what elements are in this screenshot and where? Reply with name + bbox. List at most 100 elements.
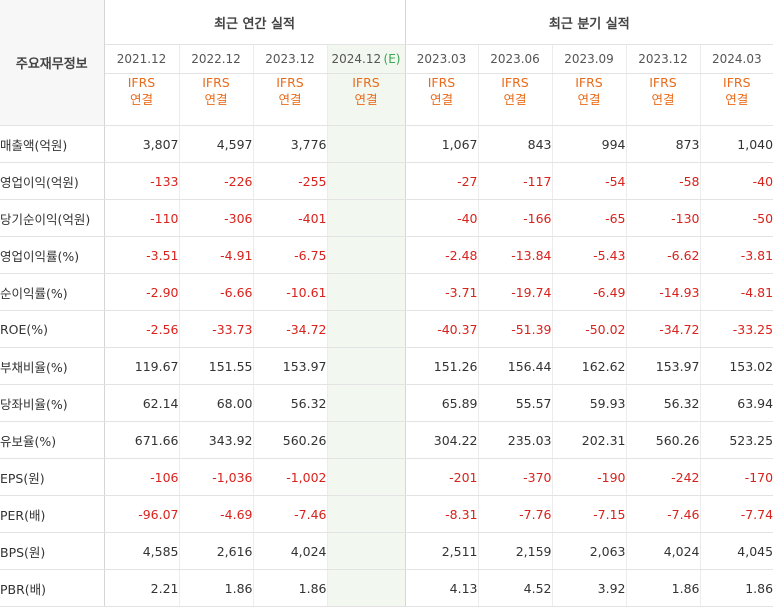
ifrs-label: IFRS [202, 75, 230, 90]
annual-value-cell: -6.75 [252, 236, 327, 274]
consolidated-label: 연결 [429, 92, 453, 107]
quarterly-date-header: 2023.03 [405, 44, 478, 74]
quarterly-value-cell: 1,067 [405, 125, 478, 163]
annual-estimate-cell [326, 310, 406, 348]
quarterly-value-cell: -34.72 [625, 310, 700, 348]
quarterly-value-cell: -7.46 [625, 495, 700, 533]
quarterly-value-cell: -33.25 [699, 310, 773, 348]
quarterly-value-cell: -130 [625, 199, 700, 237]
quarterly-value-cell: 560.26 [625, 421, 700, 459]
annual-value-cell: 4,024 [252, 532, 327, 570]
quarterly-value-cell: 156.44 [477, 347, 552, 385]
quarterly-value-cell: -65 [551, 199, 626, 237]
quarterly-value-cell: -13.84 [477, 236, 552, 274]
quarterly-value-cell: -5.43 [551, 236, 626, 274]
annual-value-cell: 560.26 [252, 421, 327, 459]
annual-estimate-cell [326, 199, 406, 237]
annual-value-cell: 671.66 [103, 421, 179, 459]
ifrs-badge: IFRS 연결 [625, 73, 700, 126]
table-row: PER(배) -96.07 -4.69 -7.46 -8.31 -7.76 -7.15 -7.… [0, 495, 773, 533]
quarterly-value-cell: -370 [477, 458, 552, 496]
quarterly-value-cell: -58 [625, 162, 700, 200]
quarterly-value-cell: 2,063 [551, 532, 626, 570]
quarterly-value-cell: -40 [405, 199, 478, 237]
annual-estimate-cell [326, 125, 406, 163]
annual-value-cell: 4,597 [178, 125, 253, 163]
row-label: 부채비율(%) [0, 347, 105, 385]
annual-value-cell: -4.91 [178, 236, 253, 274]
table-corner-label: 주요재무정보 [0, 0, 105, 126]
quarterly-value-cell: 2,159 [477, 532, 552, 570]
quarterly-value-cell: -27 [405, 162, 478, 200]
ifrs-label: IFRS [427, 75, 456, 90]
quarterly-value-cell: -54 [551, 162, 626, 200]
annual-date-header: 2022.12 [178, 44, 253, 74]
annual-value-cell: -4.69 [178, 495, 253, 533]
quarterly-value-cell: 3.92 [551, 569, 626, 607]
annual-estimate-cell [326, 532, 406, 570]
annual-estimate-cell [326, 273, 406, 311]
annual-value-cell: -255 [252, 162, 327, 200]
annual-value-cell: 3,807 [103, 125, 179, 163]
quarterly-value-cell: -3.71 [405, 273, 478, 311]
quarterly-value-cell: -14.93 [625, 273, 700, 311]
quarterly-value-cell: -7.74 [699, 495, 773, 533]
annual-value-cell: -34.72 [252, 310, 327, 348]
annual-date-header: 2023.12 [252, 44, 327, 74]
quarterly-value-cell: -117 [477, 162, 552, 200]
ifrs-badge: IFRS 연결 [699, 73, 773, 126]
quarterly-value-cell: 162.62 [551, 347, 626, 385]
quarterly-value-cell: -166 [477, 199, 552, 237]
annual-value-cell: -1,036 [178, 458, 253, 496]
annual-value-cell: 2.21 [103, 569, 179, 607]
table-row: ROE(%) -2.56 -33.73 -34.72 -40.37 -51.39 -50.0… [0, 310, 773, 348]
ifrs-label: IFRS [723, 75, 751, 90]
annual-group-header: 최근 연간 실적 [104, 0, 406, 45]
quarterly-value-cell: -7.76 [477, 495, 552, 533]
ifrs-label: IFRS [575, 75, 603, 90]
quarterly-value-cell: -4.81 [699, 273, 773, 311]
ifrs-label: IFRS [501, 75, 529, 90]
table-row: 영업이익률(%) -3.51 -4.91 -6.75 -2.48 -13.84 -5.43-… [0, 236, 773, 274]
table-row: 부채비율(%) 119.67 151.55 153.97 151.26 156.44 162… [0, 347, 773, 385]
row-label: 당좌비율(%) [0, 384, 105, 422]
annual-value-cell: -33.73 [178, 310, 253, 348]
quarterly-value-cell: -190 [551, 458, 626, 496]
annual-value-cell: -2.90 [103, 273, 179, 311]
quarterly-value-cell: 56.32 [625, 384, 700, 422]
quarterly-value-cell: -50 [699, 199, 773, 237]
ifrs-label: IFRS [649, 75, 677, 90]
table-row: 당좌비율(%) 62.14 68.00 56.32 65.89 55.57 59.93 56.… [0, 384, 773, 422]
quarterly-value-cell: 1.86 [699, 569, 773, 607]
table-row: 매출액(억원) 3,807 4,597 3,776 1,067 843 994 873 1,04… [0, 125, 773, 163]
quarterly-value-cell: -8.31 [405, 495, 478, 533]
annual-value-cell: 56.32 [252, 384, 327, 422]
quarterly-value-cell: 873 [625, 125, 700, 163]
quarterly-value-cell: 235.03 [477, 421, 552, 459]
row-label: 영업이익(억원) [0, 162, 105, 200]
ifrs-label: IFRS [352, 75, 380, 90]
annual-value-cell: 68.00 [178, 384, 253, 422]
annual-value-cell: -3.51 [103, 236, 179, 274]
annual-value-cell: 1.86 [178, 569, 253, 607]
ifrs-badge: IFRS 연결 [178, 73, 253, 126]
quarterly-value-cell: 153.97 [625, 347, 700, 385]
annual-value-cell: -2.56 [103, 310, 179, 348]
table-row: BPS(원) 4,585 2,616 4,024 2,511 2,159 2,063 4,02… [0, 532, 773, 570]
table-row: 유보율(%) 671.66 343.92 560.26 304.22 235.03 202.… [0, 421, 773, 459]
quarterly-value-cell: 994 [551, 125, 626, 163]
annual-value-cell: -226 [178, 162, 253, 200]
quarterly-value-cell: -2.48 [405, 236, 478, 274]
annual-estimate-cell [326, 495, 406, 533]
row-label: EPS(원) [0, 458, 105, 496]
quarterly-value-cell: 153.02 [699, 347, 773, 385]
row-label: 유보율(%) [0, 421, 105, 459]
consolidated-label: 연결 [129, 92, 153, 107]
quarterly-value-cell: -7.15 [551, 495, 626, 533]
quarterly-value-cell: 202.31 [551, 421, 626, 459]
quarterly-value-cell: 4.13 [405, 569, 478, 607]
quarterly-value-cell: -50.02 [551, 310, 626, 348]
annual-value-cell: -106 [103, 458, 179, 496]
annual-value-cell: 4,585 [103, 532, 179, 570]
